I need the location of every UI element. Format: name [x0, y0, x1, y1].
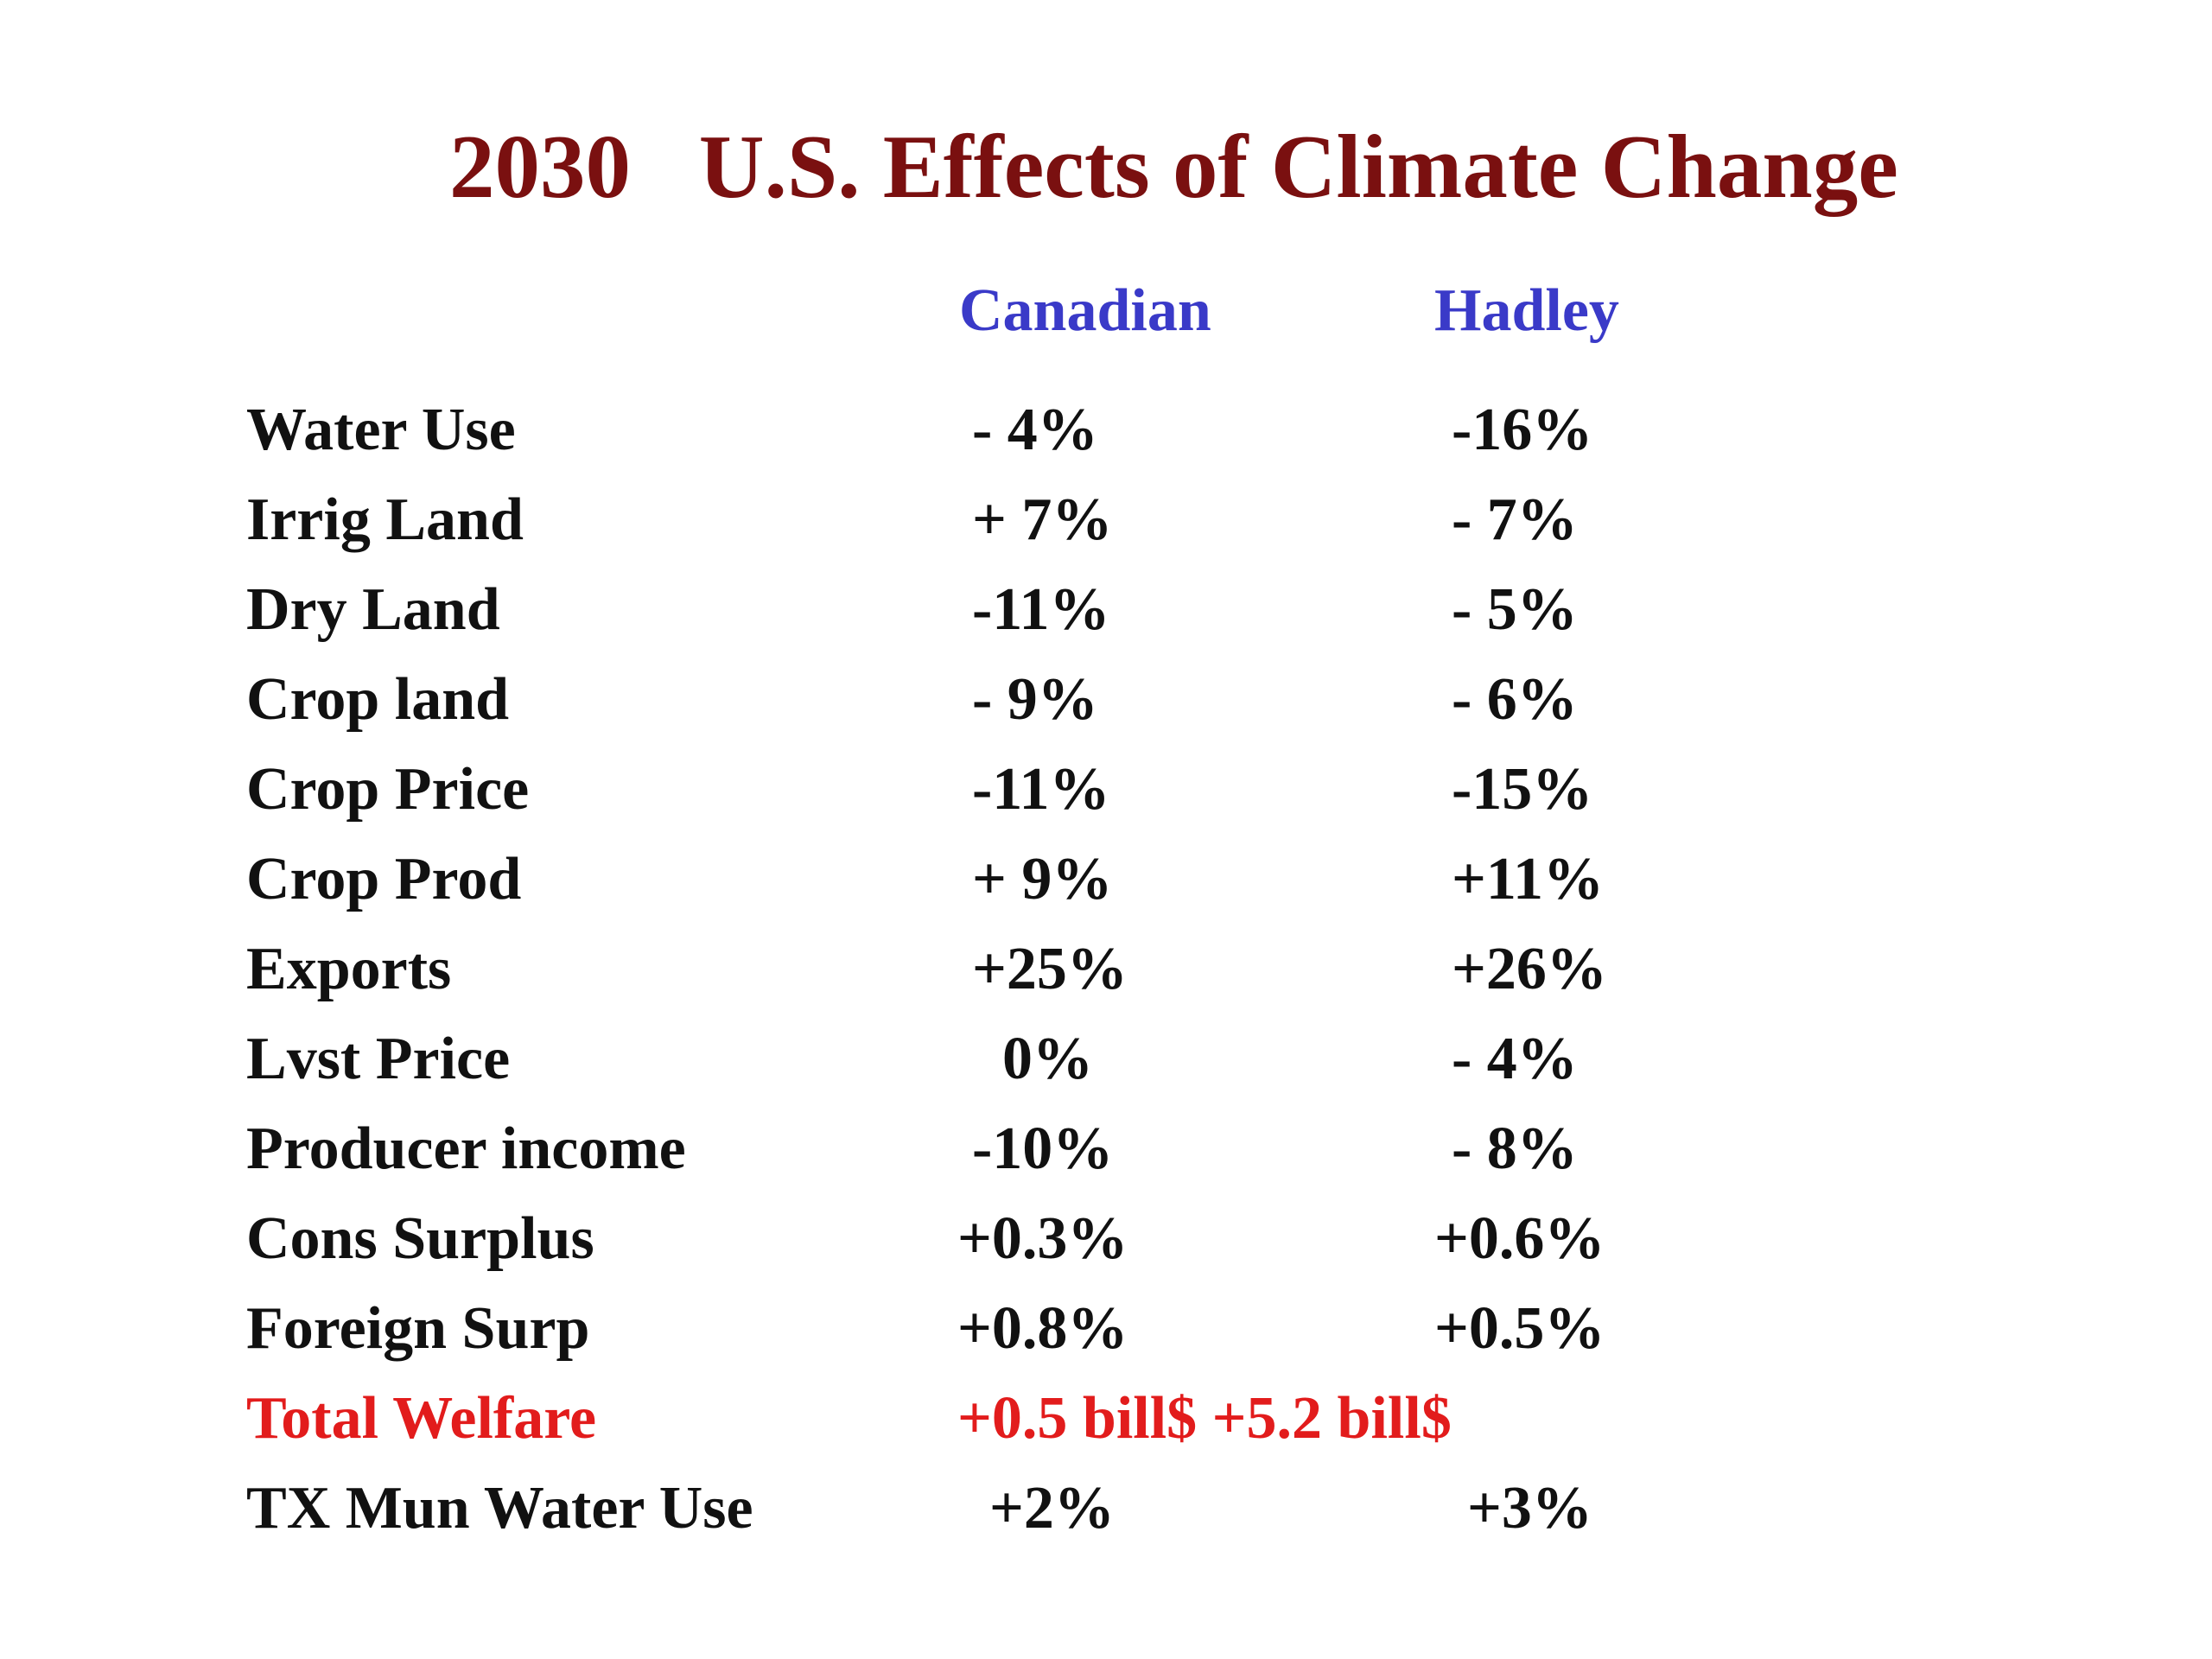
canadian-value: -11% — [972, 756, 1110, 823]
table-row: TX Mun Water Use +2% +3% — [0, 1465, 2212, 1552]
table-row: Crop Prod + 9% +11% — [0, 836, 2212, 923]
row-label: Cons Surplus — [246, 1205, 594, 1272]
table-row: Dry Land -11% - 5% — [0, 567, 2212, 653]
row-label: Foreign Surp — [246, 1295, 590, 1362]
row-label: Crop Prod — [246, 846, 522, 912]
canadian-value: +2% — [989, 1475, 1115, 1541]
hadley-value: - 5% — [1452, 576, 1578, 643]
row-label: Exports — [246, 936, 452, 1002]
table-row: Exports +25% +26% — [0, 926, 2212, 1013]
row-label: Water Use — [246, 397, 516, 463]
hadley-value: -15% — [1452, 756, 1593, 823]
row-label: Producer income — [246, 1116, 686, 1182]
hadley-value: +0.6% — [1434, 1205, 1605, 1272]
hadley-value: +26% — [1452, 936, 1607, 1002]
canadian-value: + 9% — [972, 846, 1113, 912]
hadley-value: +3% — [1467, 1475, 1592, 1541]
hadley-value: - 7% — [1452, 486, 1578, 553]
row-label: TX Mun Water Use — [246, 1475, 753, 1541]
canadian-value: - 9% — [972, 666, 1098, 733]
canadian-value: +25% — [972, 936, 1128, 1002]
canadian-value: + 7% — [972, 486, 1113, 553]
hadley-value: - 4% — [1452, 1026, 1578, 1092]
table-row: Irrig Land + 7% - 7% — [0, 477, 2212, 563]
row-label: Total Welfare — [246, 1385, 597, 1452]
canadian-value: -11% — [972, 576, 1110, 643]
table-row: Crop land - 9% - 6% — [0, 657, 2212, 743]
hadley-value: +0.5% — [1434, 1295, 1605, 1362]
table-row: Foreign Surp +0.8% +0.5% — [0, 1286, 2212, 1372]
row-label: Lvst Price — [246, 1026, 511, 1092]
table-row: Water Use - 4% -16% — [0, 387, 2212, 474]
hadley-value: - 6% — [1452, 666, 1578, 733]
table-row: Producer income -10% - 8% — [0, 1106, 2212, 1192]
table-row: Crop Price -11% -15% — [0, 747, 2212, 833]
row-label: Crop Price — [246, 756, 530, 823]
slide-title: 2030 U.S. Effects of Climate Change — [449, 116, 1898, 217]
total-welfare-values: +0.5 bill$ +5.2 bill$ — [957, 1385, 1452, 1452]
column-header-canadian: Canadian — [959, 277, 1211, 344]
canadian-value: -10% — [972, 1116, 1114, 1182]
hadley-value: -16% — [1452, 397, 1593, 463]
canadian-value: 0% — [1002, 1026, 1093, 1092]
row-label: Irrig Land — [246, 486, 524, 553]
canadian-value: +0.8% — [957, 1295, 1128, 1362]
hadley-value: - 8% — [1452, 1116, 1578, 1182]
column-header-hadley: Hadley — [1434, 277, 1619, 344]
row-label: Crop land — [246, 666, 510, 733]
table-row: Cons Surplus +0.3% +0.6% — [0, 1196, 2212, 1282]
canadian-value: +0.3% — [957, 1205, 1128, 1272]
total-welfare-row: Total Welfare +0.5 bill$ +5.2 bill$ — [0, 1376, 2212, 1462]
row-label: Dry Land — [246, 576, 500, 643]
canadian-value: - 4% — [972, 397, 1098, 463]
table-row: Lvst Price 0% - 4% — [0, 1016, 2212, 1103]
hadley-value: +11% — [1452, 846, 1605, 912]
